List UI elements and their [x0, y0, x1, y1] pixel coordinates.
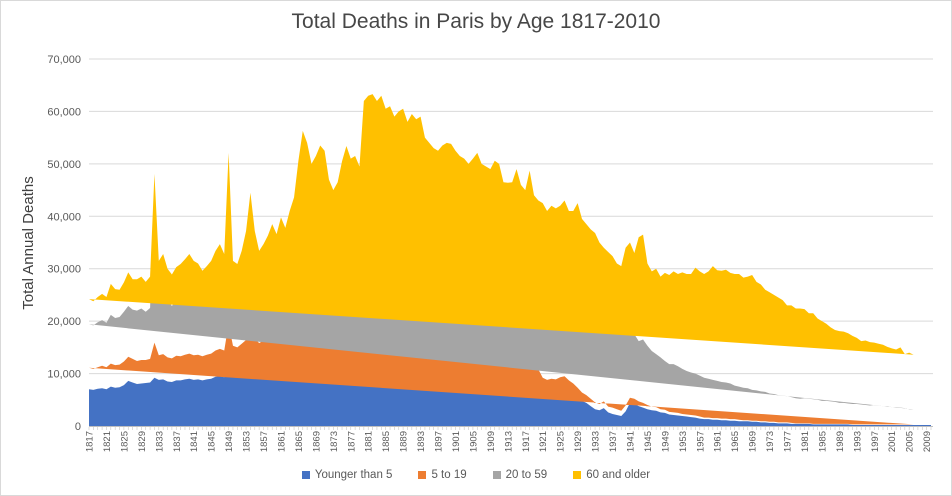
legend-item-younger-than-5: Younger than 5 [301, 469, 393, 481]
x-tick-label: 1825 [119, 431, 130, 452]
x-tick-label: 1845 [207, 431, 218, 452]
x-tick-label: 1897 [434, 431, 445, 452]
x-tick-label: 1949 [660, 431, 671, 452]
x-tick-label: 2009 [922, 431, 933, 452]
x-tick-label: 1829 [137, 431, 148, 452]
legend-swatch-icon [492, 471, 501, 479]
legend-label: 60 and older [586, 469, 651, 481]
x-tick-label: 1997 [870, 431, 881, 452]
x-tick-label: 1909 [486, 431, 497, 452]
chart-legend: Younger than 5 5 to 19 20 to 59 60 and olde… [1, 469, 951, 481]
x-tick-label: 1981 [800, 431, 811, 452]
x-tick-label: 2005 [905, 431, 916, 452]
x-tick-label: 1985 [817, 431, 828, 452]
x-tick-label: 1869 [311, 431, 322, 452]
legend-swatch-icon [418, 471, 427, 479]
x-tick-label: 1925 [556, 431, 567, 452]
x-tick-label: 1973 [765, 431, 776, 452]
x-tick-label: 1921 [538, 431, 549, 452]
x-tick-label: 1929 [573, 431, 584, 452]
x-tick-label: 1989 [835, 431, 846, 452]
x-tick-label: 1957 [695, 431, 706, 452]
x-tick-label: 1857 [259, 431, 270, 452]
area-series-60-and-older [89, 94, 914, 355]
x-tick-label: 1933 [591, 431, 602, 452]
y-tick-label: 10,000 [47, 369, 81, 381]
x-tick-label: 1945 [643, 431, 654, 452]
y-tick-label: 50,000 [47, 159, 81, 171]
x-tick-label: 1873 [329, 431, 340, 452]
y-tick-label: 70,000 [47, 54, 81, 66]
chart-title: Total Deaths in Paris by Age 1817-2010 [291, 10, 661, 33]
legend-item-5-to-19: 5 to 19 [418, 469, 467, 481]
x-tick-label: 1849 [224, 431, 235, 452]
x-tick-label: 1821 [102, 431, 113, 452]
x-tick-label: 1885 [381, 431, 392, 452]
x-tick-label: 1977 [783, 431, 794, 452]
x-tick-label: 1913 [503, 431, 514, 452]
x-tick-label: 1893 [416, 431, 427, 452]
x-tick-label: 1961 [713, 431, 724, 452]
x-axis [88, 426, 933, 430]
y-tick-label: 60,000 [47, 106, 81, 118]
x-tick-label: 1817 [85, 431, 96, 452]
x-tick-label: 2001 [887, 431, 898, 452]
x-tick-label: 1969 [748, 431, 759, 452]
x-tick-label: 1941 [625, 431, 636, 452]
x-tick-label: 1965 [730, 431, 741, 452]
x-tick-label: 1865 [294, 431, 305, 452]
legend-label: 20 to 59 [505, 469, 548, 481]
y-tick-label: 30,000 [47, 264, 81, 276]
x-tick-label: 1905 [468, 431, 479, 452]
x-tick-label: 1917 [521, 431, 532, 452]
y-tick-label: 20,000 [47, 316, 81, 328]
legend-label: 5 to 19 [431, 469, 467, 481]
x-tick-label: 1881 [364, 431, 375, 452]
x-tick-label: 1889 [399, 431, 410, 452]
x-tick-label: 1837 [172, 431, 183, 452]
y-axis-labels: 0 10,000 20,000 30,000 40,000 50,000 60,000 70,… [47, 54, 81, 433]
x-tick-label: 1861 [276, 431, 287, 452]
legend-item-60-and-older: 60 and older [573, 469, 650, 481]
x-tick-label: 1841 [189, 431, 200, 452]
x-tick-label: 1993 [852, 431, 863, 452]
x-axis-labels: 1817 1821 1825 1829 1833 1837 1841 1845 1849 1853… [85, 431, 934, 452]
legend-swatch-icon [573, 471, 582, 479]
y-tick-label: 0 [75, 421, 81, 433]
legend-item-20-to-59: 20 to 59 [492, 469, 548, 481]
x-tick-label: 1901 [451, 431, 462, 452]
y-tick-label: 40,000 [47, 211, 81, 223]
x-tick-label: 1877 [346, 431, 357, 452]
x-tick-label: 1953 [678, 431, 689, 452]
x-tick-label: 1853 [242, 431, 253, 452]
x-tick-label: 1937 [608, 431, 619, 452]
legend-swatch-icon [301, 471, 310, 479]
x-tick-label: 1833 [154, 431, 165, 452]
legend-label: Younger than 5 [314, 469, 393, 481]
